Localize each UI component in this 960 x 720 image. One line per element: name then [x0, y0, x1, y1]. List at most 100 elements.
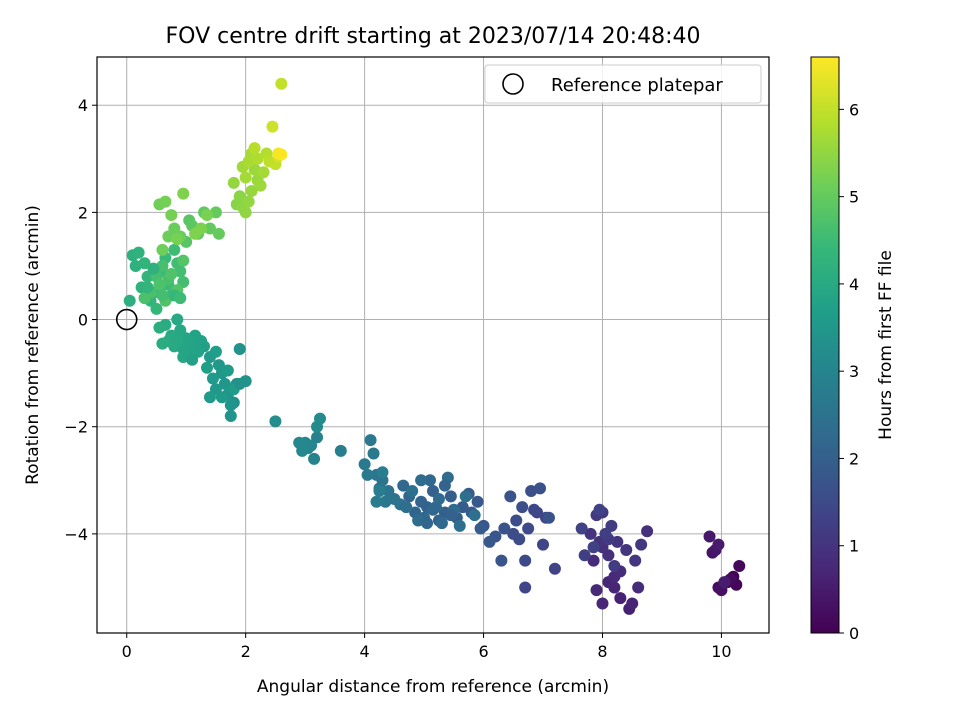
x-tick-label: 0 — [122, 642, 132, 661]
data-point — [379, 495, 392, 508]
data-point — [239, 206, 252, 219]
data-point — [311, 420, 324, 433]
data-point — [626, 597, 639, 610]
data-point — [400, 501, 413, 514]
data-point — [147, 262, 160, 275]
data-point — [177, 254, 190, 267]
colorbar-ticks: 0 1 2 3 4 5 6 — [839, 100, 859, 643]
chart-title: FOV centre drift starting at 2023/07/14 … — [166, 24, 701, 49]
data-point — [221, 364, 234, 377]
data-point — [444, 509, 457, 522]
data-point — [498, 522, 511, 535]
data-point — [361, 468, 374, 481]
data-point — [358, 458, 371, 471]
data-point — [177, 187, 190, 200]
data-point — [534, 482, 547, 495]
data-point — [599, 527, 612, 540]
data-point — [275, 77, 288, 90]
data-point — [189, 227, 202, 240]
data-point — [201, 209, 214, 222]
y-tick-label: 4 — [78, 96, 88, 115]
data-point — [156, 337, 169, 350]
data-point — [212, 359, 225, 372]
data-point — [474, 522, 487, 535]
data-point — [424, 474, 437, 487]
data-point — [165, 209, 178, 222]
legend-box — [484, 64, 762, 104]
data-point — [269, 415, 282, 428]
data-point — [171, 233, 184, 246]
data-point — [608, 560, 621, 573]
data-point — [504, 490, 517, 503]
data-point — [427, 503, 439, 516]
data-point — [242, 195, 255, 208]
data-point — [483, 535, 496, 548]
x-axis-ticks: 0 2 4 6 8 10 — [122, 633, 732, 661]
data-point — [367, 447, 380, 460]
y-axis-ticks: −4 −2 0 2 4 — [64, 96, 97, 544]
data-point — [308, 452, 321, 465]
legend: Reference platepar — [484, 64, 762, 104]
x-tick-label: 6 — [478, 642, 488, 661]
data-point — [578, 549, 591, 562]
data-point — [522, 522, 535, 535]
data-point — [165, 268, 178, 281]
data-point — [519, 581, 532, 594]
data-point — [171, 334, 184, 347]
colorbar-tick-label: 5 — [849, 188, 859, 207]
data-point — [254, 179, 267, 192]
data-point — [614, 592, 627, 605]
data-points — [123, 77, 746, 615]
data-point — [215, 391, 228, 404]
data-point — [507, 527, 520, 540]
legend-label: Reference platepar — [551, 75, 723, 96]
data-point — [150, 302, 163, 315]
data-point — [159, 195, 172, 208]
data-point — [168, 243, 181, 256]
data-point — [132, 246, 145, 259]
data-point — [123, 294, 136, 307]
data-point — [415, 495, 428, 508]
data-point — [156, 289, 169, 302]
colorbar-tick-label: 3 — [849, 362, 859, 381]
data-point — [703, 530, 716, 543]
data-point — [373, 485, 386, 498]
data-point — [233, 377, 246, 390]
x-tick-label: 8 — [597, 642, 607, 661]
data-point — [212, 227, 225, 240]
data-point — [257, 166, 270, 179]
colorbar-label: Hours from first FF file — [876, 250, 896, 440]
data-point — [584, 527, 597, 540]
data-point — [334, 444, 347, 457]
x-tick-label: 2 — [241, 642, 251, 661]
colorbar-tick-label: 1 — [849, 537, 859, 556]
colorbar-tick-label: 2 — [849, 449, 859, 468]
data-point — [209, 345, 222, 358]
x-tick-label: 4 — [360, 642, 370, 661]
data-point — [459, 490, 472, 503]
data-point — [203, 222, 216, 235]
data-point — [602, 549, 615, 562]
data-point — [224, 399, 237, 412]
data-point — [635, 538, 648, 551]
x-tick-label: 10 — [711, 642, 731, 661]
data-point — [239, 171, 252, 184]
data-point — [141, 281, 154, 294]
legend-marker — [502, 73, 524, 95]
data-point — [233, 343, 246, 356]
y-tick-label: 2 — [78, 203, 88, 222]
data-point — [397, 479, 410, 492]
colorbar-tick-label: 0 — [849, 624, 859, 643]
data-point — [406, 485, 419, 498]
data-point — [593, 503, 606, 516]
data-point — [444, 490, 457, 503]
data-point — [590, 584, 603, 597]
colorbar-tick-label: 4 — [849, 275, 859, 294]
data-point — [435, 517, 448, 530]
data-point — [376, 466, 389, 479]
data-point — [516, 501, 529, 514]
data-point — [632, 581, 645, 594]
data-point — [156, 243, 169, 256]
data-point — [245, 184, 258, 197]
data-point — [495, 554, 508, 567]
